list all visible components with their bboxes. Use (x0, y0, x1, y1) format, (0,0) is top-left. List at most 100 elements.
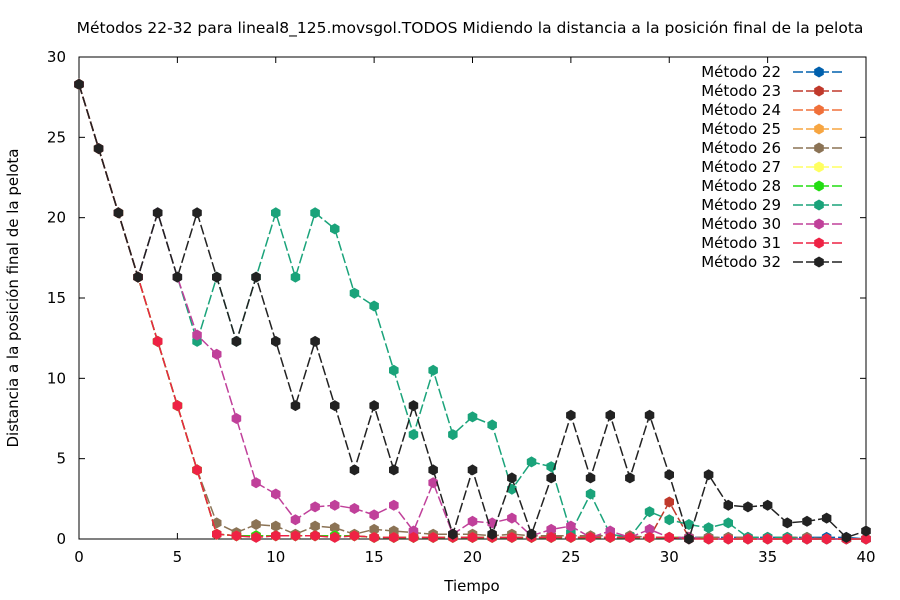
data-point (566, 531, 576, 543)
legend-marker (814, 180, 824, 192)
data-point (743, 501, 753, 513)
legend-label: Método 25 (701, 120, 781, 138)
data-point (507, 472, 517, 484)
data-point (723, 517, 733, 529)
series-m-todo-31 (74, 78, 871, 545)
data-point (448, 429, 458, 441)
data-point (526, 456, 537, 468)
legend-marker (814, 142, 824, 154)
legend-entry: Método 23 (701, 82, 845, 100)
x-tick-label: 15 (365, 548, 384, 566)
data-point (290, 400, 301, 412)
data-point (93, 143, 104, 155)
data-point (310, 335, 320, 347)
x-tick-label: 0 (74, 548, 84, 566)
legend-marker (814, 123, 824, 135)
legend-label: Método 32 (701, 253, 781, 271)
legend-label: Método 22 (701, 63, 781, 81)
data-point (782, 517, 793, 529)
data-point (408, 400, 419, 412)
data-point (369, 400, 379, 412)
y-tick-label: 5 (56, 450, 66, 468)
legend-entry: Método 25 (701, 120, 845, 138)
data-point (152, 207, 163, 219)
data-point (467, 531, 478, 543)
legend-label: Método 29 (701, 196, 781, 214)
data-point (428, 477, 438, 489)
y-tick-label: 10 (47, 369, 66, 387)
data-point (526, 528, 537, 540)
data-point (507, 512, 517, 524)
legend-entry: Método 27 (701, 158, 845, 176)
data-point (566, 409, 576, 421)
data-point (428, 464, 438, 476)
legend-entry: Método 24 (701, 101, 845, 119)
data-point (369, 300, 379, 312)
data-point (684, 519, 694, 530)
plot-area: 0 5 10 15 20 25 30 35 40 0 5 10 15 20 25 30 (47, 48, 876, 566)
data-point (251, 477, 261, 489)
legend-entry: Método 22 (701, 63, 845, 81)
legend-entry: Método 31 (701, 234, 845, 252)
data-point (369, 531, 379, 543)
data-point (467, 464, 478, 476)
data-point (703, 469, 714, 481)
legend-marker (814, 85, 824, 97)
data-point (290, 530, 301, 542)
data-point (585, 472, 596, 484)
legend-label: Método 28 (701, 177, 781, 195)
data-point (330, 499, 340, 511)
data-point (330, 400, 340, 412)
legend-marker (814, 161, 824, 173)
data-point (467, 515, 478, 527)
data-point (664, 531, 674, 543)
data-point (861, 525, 871, 537)
data-point (664, 514, 674, 526)
data-point (389, 364, 399, 376)
data-point (605, 531, 615, 543)
data-point (271, 335, 281, 347)
data-point (644, 506, 655, 518)
x-tick-label: 10 (266, 548, 285, 566)
data-point (723, 499, 733, 511)
data-point (271, 488, 281, 500)
data-point (271, 520, 281, 532)
data-point (389, 464, 399, 476)
data-point (428, 364, 438, 376)
data-point (743, 533, 753, 545)
x-tick-label: 40 (856, 548, 875, 566)
data-point (585, 488, 596, 500)
legend-marker (814, 199, 824, 211)
y-tick-label: 0 (56, 530, 66, 548)
data-point (212, 348, 222, 360)
data-point (389, 531, 399, 543)
legend-label: Método 26 (701, 139, 781, 157)
data-point (74, 78, 84, 90)
data-point (192, 207, 202, 219)
data-point (290, 514, 301, 526)
data-point (762, 499, 773, 511)
data-point (408, 429, 419, 441)
data-point (566, 520, 576, 532)
data-point (546, 523, 556, 535)
y-axis-label: Distancia a la posición final de la pelo… (4, 148, 22, 447)
legend-label: Método 24 (701, 101, 781, 119)
legend-entry: Método 32 (701, 253, 845, 271)
data-point (251, 519, 261, 530)
data-point (448, 528, 458, 540)
legend-entry: Método 29 (701, 196, 845, 214)
data-point (802, 533, 812, 545)
data-point (625, 472, 635, 484)
data-point (841, 531, 852, 543)
legend-label: Método 31 (701, 234, 781, 252)
data-point (192, 464, 202, 476)
data-point (664, 496, 674, 508)
data-point (644, 409, 655, 421)
data-point (310, 207, 320, 219)
data-point (723, 533, 733, 545)
data-point (369, 523, 379, 535)
data-point (349, 287, 360, 299)
series-line (78, 84, 866, 540)
data-point (605, 409, 615, 421)
data-point (762, 533, 773, 545)
